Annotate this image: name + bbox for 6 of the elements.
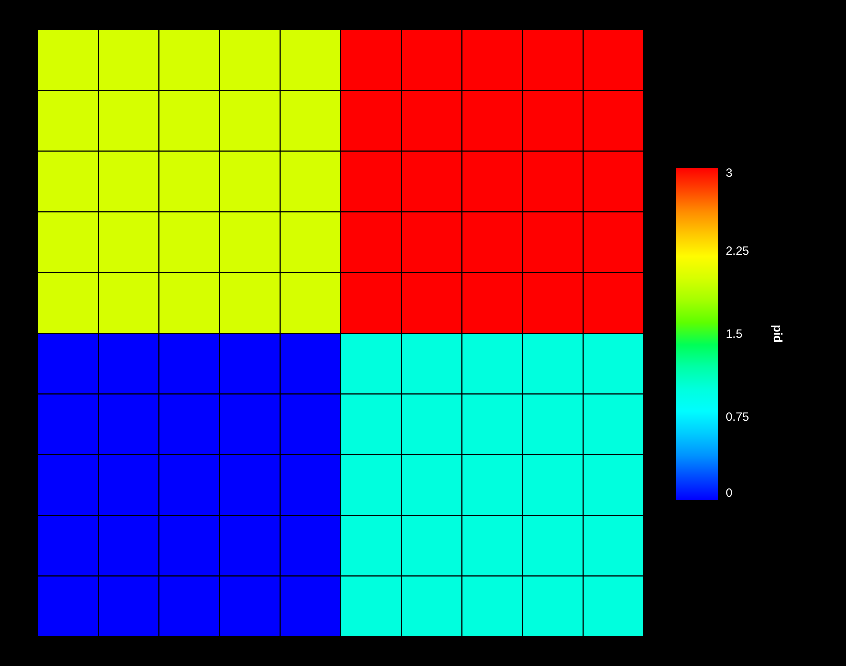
color-bar-label: 0.75 <box>726 410 750 424</box>
color-bar-label: 0 <box>726 486 733 500</box>
color-bar-title: pid <box>771 325 785 343</box>
color-bar-label: 2.25 <box>726 244 750 258</box>
color-bar-label: 3 <box>726 166 733 180</box>
color-bar-label: 1.5 <box>726 327 744 341</box>
